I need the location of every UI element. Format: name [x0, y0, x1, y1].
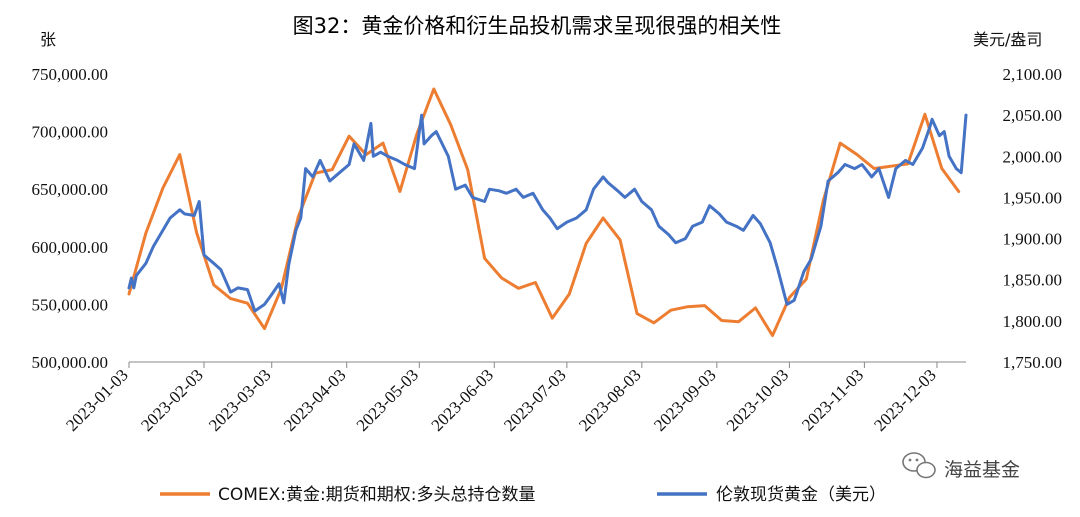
- left-axis-tick-label: 600,000.00: [32, 238, 109, 257]
- x-axis-tick-label: 2023-03-03: [205, 365, 275, 435]
- left-axis-tick-label: 650,000.00: [32, 180, 109, 199]
- series-line-london-spot-gold: [127, 113, 968, 313]
- left-axis-tick-label: 550,000.00: [32, 295, 109, 314]
- legend-label-gold: 伦敦现货黄金（美元）: [716, 485, 886, 505]
- chart-title: 图32：黄金价格和衍生品投机需求呈现很强的相关性: [293, 14, 782, 38]
- x-axis-tick-label: 2023-01-03: [62, 365, 132, 435]
- x-axis-tick-label: 2023-05-03: [353, 365, 423, 435]
- left-axis-unit: 张: [40, 30, 56, 49]
- left-axis-tick-label: 750,000.00: [32, 65, 109, 84]
- x-axis-tick-label: 2023-06-03: [428, 365, 498, 435]
- wechat-icon: [902, 452, 936, 479]
- right-axis-tick-label: 1,900.00: [1003, 230, 1063, 249]
- legend: COMEX:黄金:期货和期权:多头总持仓数量 伦敦现货黄金（美元）: [160, 485, 886, 505]
- x-axis-tick-label: 2023-11-03: [798, 365, 867, 434]
- x-axis-tick-label: 2023-10-03: [723, 365, 793, 435]
- watermark: 海益基金: [902, 452, 1020, 481]
- right-axis-unit: 美元/盎司: [973, 30, 1042, 49]
- x-axis-tick-label: 2023-12-03: [870, 365, 940, 435]
- x-axis-tick-label: 2023-08-03: [575, 365, 645, 435]
- x-axis-tick-label: 2023-09-03: [650, 365, 720, 435]
- left-axis-tick-label: 700,000.00: [32, 123, 109, 142]
- left-axis-tick-label: 500,000.00: [32, 353, 109, 372]
- x-axis-tick-label: 2023-07-03: [500, 365, 570, 435]
- left-axis-ticks: 500,000.00 550,000.00 600,000.00 650,000.00…: [32, 65, 109, 372]
- right-axis-tick-label: 1,750.00: [1003, 353, 1063, 372]
- x-axis-tick-label: 2023-02-03: [137, 365, 207, 435]
- series-layer: [127, 87, 968, 337]
- right-axis-tick-label: 2,000.00: [1003, 147, 1063, 166]
- right-axis-tick-label: 2,100.00: [1003, 65, 1063, 84]
- right-axis-tick-label: 1,850.00: [1003, 271, 1063, 290]
- series-line-comex-long-positions: [127, 87, 961, 337]
- right-axis-tick-label: 1,800.00: [1003, 312, 1063, 331]
- right-axis-tick-label: 1,950.00: [1003, 188, 1063, 207]
- right-axis-ticks: 1,750.00 1,800.00 1,850.00 1,900.00 1,950.00…: [1003, 65, 1063, 372]
- right-axis-tick-label: 2,050.00: [1003, 106, 1063, 125]
- watermark-text: 海益基金: [944, 459, 1020, 481]
- legend-label-comex: COMEX:黄金:期货和期权:多头总持仓数量: [218, 485, 536, 505]
- x-axis-tick-label: 2023-04-03: [280, 365, 350, 435]
